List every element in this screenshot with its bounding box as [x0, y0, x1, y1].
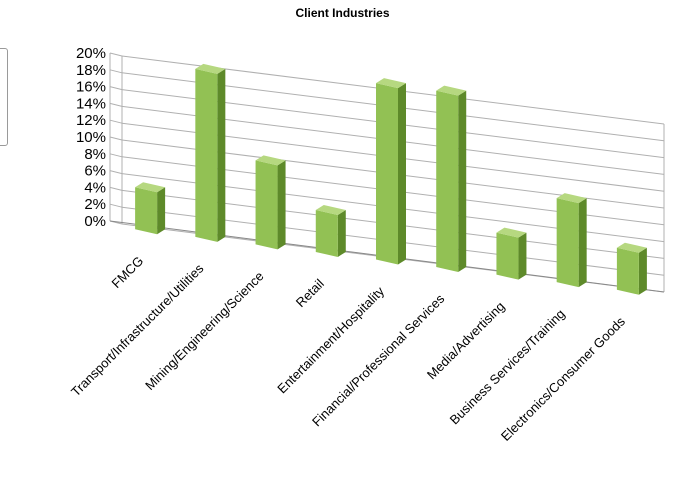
- gridline-wall: [109, 136, 123, 141]
- chart-title: Client Industries: [295, 6, 390, 20]
- bar-top: [376, 78, 406, 89]
- bar-top: [616, 242, 647, 253]
- bar-front: [376, 83, 398, 265]
- bar-front: [255, 160, 278, 250]
- gridline-wall: [109, 119, 123, 124]
- bar-top: [496, 227, 527, 238]
- bar-front: [195, 68, 218, 242]
- bar: [616, 242, 647, 295]
- gridline-wall: [109, 153, 123, 158]
- category-label: FMCG: [109, 253, 147, 291]
- gridline-wall: [109, 102, 123, 107]
- bar-side: [337, 209, 346, 257]
- bar-top: [315, 204, 346, 215]
- bar: [376, 78, 406, 265]
- bar-front: [616, 247, 639, 295]
- category-label: Transport/Infrastructure/Utilities: [68, 261, 207, 400]
- bar-top: [556, 193, 587, 204]
- y-tick-label: 14%: [76, 95, 106, 112]
- bar-top: [255, 155, 286, 166]
- bar-top: [436, 85, 467, 96]
- bar-side: [217, 68, 226, 242]
- y-axis-tick-labels: 0%2%4%6%8%10%12%14%16%18%20%: [76, 45, 106, 230]
- bar-side: [277, 160, 286, 250]
- bar-side: [157, 187, 166, 235]
- category-label: Retail: [293, 276, 327, 310]
- bar-side: [458, 90, 467, 273]
- bar-side: [638, 247, 647, 295]
- bar-top: [195, 63, 226, 74]
- category-label: Electronics/Consumer Goods: [498, 313, 629, 444]
- bar: [315, 204, 346, 257]
- bar: [135, 182, 166, 235]
- gridline-wall: [109, 203, 123, 208]
- y-tick-label: 18%: [76, 62, 106, 79]
- category-label: Mining/Engineering/Science: [142, 268, 267, 393]
- gridline-wall: [109, 170, 123, 175]
- y-tick-label: 4%: [84, 179, 106, 196]
- y-tick-label: 12%: [76, 112, 106, 129]
- y-tick-label: 10%: [76, 129, 106, 146]
- bar: [496, 227, 527, 280]
- bar-side: [518, 232, 527, 280]
- bar-front: [315, 209, 338, 257]
- y-tick-label: 16%: [76, 79, 106, 96]
- side-panel-frame: [0, 48, 8, 146]
- bar: [255, 155, 286, 250]
- bar-top: [135, 182, 166, 193]
- gridline-wall: [109, 52, 123, 57]
- gridline-wall: [109, 86, 123, 91]
- bar: [556, 193, 587, 288]
- y-tick-label: 8%: [84, 146, 106, 163]
- y-tick-label: 20%: [76, 45, 106, 62]
- y-tick-label: 6%: [84, 163, 106, 180]
- bar-front: [135, 187, 158, 235]
- gridline-wall: [109, 69, 123, 74]
- bar-front: [436, 90, 459, 273]
- bar-front: [556, 198, 579, 288]
- bar-side: [578, 198, 587, 288]
- x-axis-category-labels: FMCGTransport/Infrastructure/UtilitiesMi…: [68, 253, 628, 444]
- bar-front: [496, 232, 519, 280]
- bar: [436, 85, 467, 273]
- bar: [195, 63, 226, 242]
- gridline-wall: [109, 186, 123, 191]
- category-label: Financial/Professional Services: [309, 291, 448, 430]
- y-tick-label: 2%: [84, 196, 106, 213]
- bars: [135, 63, 647, 295]
- category-label: Business Services/Training: [447, 306, 568, 427]
- category-label: Entertainment/Hospitality: [274, 283, 387, 396]
- bar-side: [398, 83, 406, 265]
- y-tick-label: 0%: [84, 213, 106, 230]
